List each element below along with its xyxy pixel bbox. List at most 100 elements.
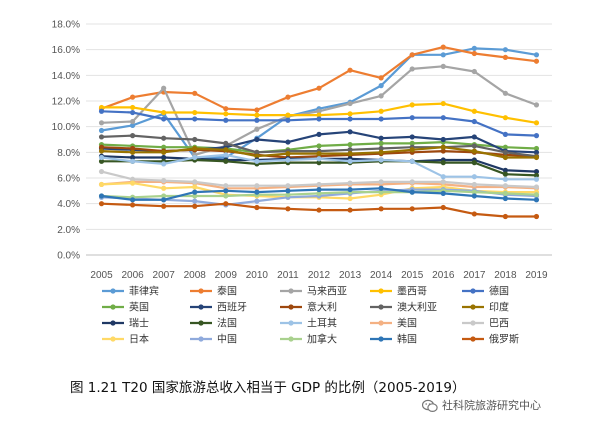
data-point <box>161 197 167 203</box>
data-point <box>533 145 540 152</box>
legend-marker <box>198 304 204 310</box>
data-point <box>471 134 477 140</box>
series-韩国 <box>98 185 540 203</box>
data-point <box>440 136 446 143</box>
data-point <box>502 183 508 189</box>
data-point <box>254 204 260 211</box>
data-point <box>98 144 105 150</box>
data-point <box>409 147 415 153</box>
data-point <box>130 176 136 182</box>
legend-item: 澳大利亚 <box>370 301 437 314</box>
data-point <box>254 136 260 143</box>
y-axis: 0.0% 2.0% 4.0% 6.0% 8.0% 10.0% 12.0% 14.0% 16.0%… <box>52 20 80 262</box>
series-泰国 <box>98 44 540 113</box>
data-point <box>378 189 384 195</box>
data-point <box>316 186 322 193</box>
legend-item: 俄罗斯 <box>462 333 519 346</box>
legend-item: 印度 <box>462 301 509 314</box>
legend-marker <box>110 304 116 310</box>
data-point <box>440 174 446 180</box>
data-point <box>285 192 291 198</box>
legend-marker <box>198 288 204 294</box>
x-tick-label: 2013 <box>339 270 362 281</box>
data-point <box>192 154 198 161</box>
data-point <box>378 140 384 146</box>
data-point <box>440 148 446 154</box>
data-point <box>471 50 477 57</box>
data-point <box>130 94 136 100</box>
data-point <box>378 108 384 114</box>
data-point <box>161 161 167 167</box>
figure-caption: 图 1.21 T20 国家旅游总收入相当于 GDP 的比例（2005-2019） <box>70 380 466 396</box>
data-point <box>192 203 198 209</box>
data-point <box>161 116 167 122</box>
data-point <box>223 152 229 158</box>
y-tick-label: 8.0% <box>57 148 80 159</box>
data-point <box>254 189 260 195</box>
data-point <box>502 154 508 161</box>
legend-label: 中国 <box>217 333 237 346</box>
data-point <box>409 206 415 212</box>
series-lines <box>98 44 540 220</box>
legend-item: 美国 <box>370 317 417 330</box>
legend-label: 菲律宾 <box>129 285 159 298</box>
data-point <box>502 47 508 53</box>
data-point <box>471 45 477 51</box>
data-point <box>98 158 105 164</box>
data-point <box>533 120 540 126</box>
y-tick-label: 14.0% <box>52 71 80 82</box>
data-point <box>130 180 136 186</box>
data-point <box>223 201 229 207</box>
data-point <box>347 207 353 213</box>
data-point <box>254 149 260 155</box>
data-point <box>533 149 540 155</box>
data-point <box>378 185 384 191</box>
data-point <box>192 198 198 204</box>
data-point <box>347 147 353 153</box>
x-tick-label: 2010 <box>246 270 269 281</box>
data-point <box>502 54 508 60</box>
data-point <box>285 188 291 194</box>
data-point <box>192 193 198 199</box>
legend-label: 俄罗斯 <box>489 333 519 346</box>
data-point <box>254 183 260 189</box>
data-point <box>161 177 167 184</box>
data-point <box>471 148 477 154</box>
data-point <box>285 157 291 163</box>
series-line <box>101 47 537 159</box>
data-point <box>285 139 291 145</box>
y-tick-label: 4.0% <box>57 199 80 210</box>
data-point <box>130 109 136 116</box>
data-point <box>254 126 260 132</box>
series-俄罗斯 <box>98 201 540 220</box>
data-point <box>285 94 291 100</box>
legend-marker <box>470 336 476 342</box>
data-point <box>192 90 198 96</box>
data-point <box>409 115 415 121</box>
legend-item: 泰国 <box>190 285 237 298</box>
data-point <box>533 102 540 108</box>
legend-label: 日本 <box>129 333 149 346</box>
data-point <box>130 145 136 152</box>
data-point <box>316 116 322 122</box>
data-point <box>440 44 446 50</box>
data-point <box>378 149 384 155</box>
data-point <box>347 100 353 107</box>
legend-item: 意大利 <box>280 301 337 314</box>
legend-label: 英国 <box>129 301 149 314</box>
data-point <box>502 144 508 150</box>
x-tick-label: 2017 <box>463 270 486 281</box>
data-point <box>223 106 229 112</box>
data-point <box>533 172 540 179</box>
series-德国 <box>98 108 540 139</box>
y-tick-label: 0.0% <box>57 251 80 262</box>
data-point <box>347 67 353 73</box>
data-point <box>440 160 446 166</box>
data-point <box>502 90 508 96</box>
line-chart: 0.0% 2.0% 4.0% 6.0% 8.0% 10.0% 12.0% 14.0% 16.0%… <box>52 20 552 346</box>
legend-item: 墨西哥 <box>370 286 427 298</box>
legend-item: 瑞士 <box>102 317 149 330</box>
legend-marker <box>110 320 116 326</box>
data-point <box>316 181 322 188</box>
data-point <box>440 144 446 150</box>
